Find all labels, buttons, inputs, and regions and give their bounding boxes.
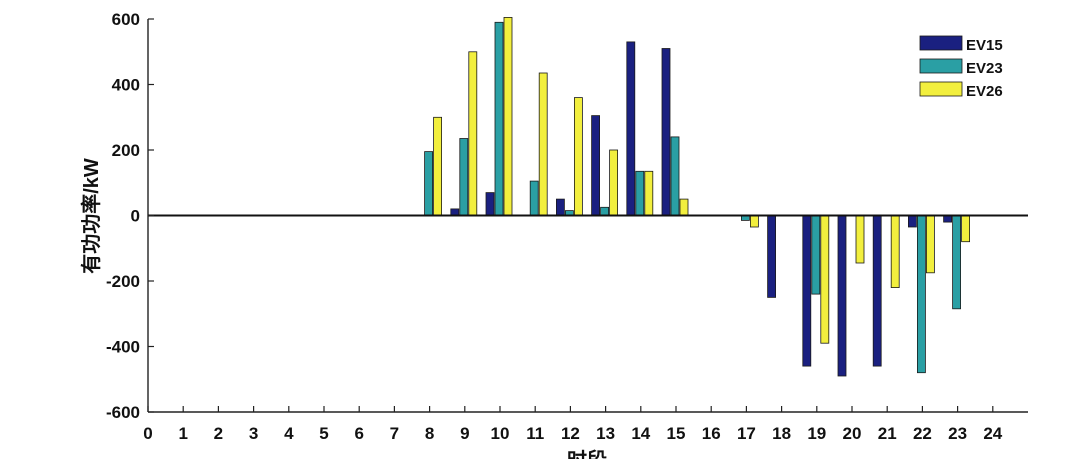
- legend-label-ev15: EV15: [966, 37, 1003, 54]
- bar-ev26-15: [679, 198, 689, 216]
- bar-ev23-14: [635, 170, 645, 216]
- bar-ev23-19: [811, 215, 821, 295]
- x-tick-label: 21: [878, 424, 897, 443]
- bar-ev23-9: [459, 138, 469, 216]
- y-tick-label: 400: [112, 76, 140, 95]
- x-tick-label: 22: [913, 424, 932, 443]
- bar-ev23-10: [494, 21, 504, 216]
- bar-ev15-18: [767, 215, 776, 298]
- y-tick-label: -400: [106, 338, 140, 357]
- legend-swatch-ev15: [919, 35, 963, 51]
- x-tick-label: 15: [667, 424, 686, 443]
- bar-ev26-11: [538, 72, 548, 216]
- x-tick-label: 2: [214, 424, 223, 443]
- bar-ev15-12: [556, 198, 565, 216]
- legend: EV15 EV23 EV26: [919, 35, 1003, 100]
- bar-ev26-20: [855, 215, 865, 264]
- x-tick-label: 5: [319, 424, 328, 443]
- bar-ev15-22: [908, 215, 917, 228]
- bar-ev15-15: [661, 48, 671, 216]
- x-tick-label: 6: [354, 424, 363, 443]
- bar-ev15-21: [872, 215, 882, 367]
- x-tick-label: 13: [596, 424, 615, 443]
- bar-ev26-9: [468, 51, 478, 217]
- bars-layer: [424, 16, 970, 377]
- legend-label-ev26: EV26: [966, 83, 1003, 100]
- y-tick-label: 0: [131, 207, 140, 226]
- legend-swatch-ev26: [919, 81, 963, 97]
- bar-ev23-15: [670, 136, 680, 216]
- bar-ev26-10: [503, 16, 513, 216]
- bar-ev23-22: [917, 215, 926, 374]
- x-tick-label: 1: [178, 424, 187, 443]
- bar-ev23-13: [600, 206, 609, 216]
- y-axis-title: 有功功率/kW: [79, 158, 103, 274]
- x-tick-label: 23: [948, 424, 967, 443]
- bar-ev15-10: [485, 192, 495, 216]
- y-tick-label: -200: [106, 272, 140, 291]
- x-axis-title: 时段: [567, 448, 607, 459]
- bar-ev26-23: [961, 215, 970, 243]
- bar-ev23-11: [529, 180, 539, 216]
- x-tick-label: 7: [390, 424, 399, 443]
- legend-label-ev23: EV23: [966, 60, 1003, 77]
- y-tick-label: 600: [112, 10, 140, 29]
- bar-ev23-8: [424, 151, 434, 216]
- x-tick-label: 20: [843, 424, 862, 443]
- x-tick-label: 11: [526, 424, 544, 443]
- bar-ev26-21: [890, 215, 900, 288]
- bar-ev15-13: [591, 115, 600, 216]
- x-tick-label: 9: [460, 424, 469, 443]
- bar-ev15-14: [626, 41, 636, 216]
- x-tick-label: 8: [425, 424, 434, 443]
- bar-ev26-17: [750, 215, 759, 228]
- x-tick-label: 17: [737, 424, 756, 443]
- bar-ev23-23: [952, 215, 961, 310]
- bar-ev26-19: [820, 215, 830, 344]
- x-tick-label: 18: [772, 424, 791, 443]
- bar-ev15-20: [837, 215, 847, 377]
- x-tick-label: 19: [807, 424, 826, 443]
- axes-layer: [147, 18, 1028, 413]
- bar-ev26-22: [926, 215, 935, 274]
- x-tick-label: 14: [631, 424, 650, 443]
- bar-ev26-13: [609, 149, 618, 216]
- x-tick-label: 10: [491, 424, 510, 443]
- x-tick-label: 16: [702, 424, 721, 443]
- x-tick-label: 24: [983, 424, 1002, 443]
- bar-ev26-8: [433, 116, 443, 217]
- legend-swatch-ev23: [919, 58, 963, 74]
- x-tick-label: 0: [143, 424, 152, 443]
- bar-ev26-12: [574, 97, 583, 216]
- y-tick-label: -600: [106, 403, 140, 422]
- bar-ev26-14: [644, 170, 654, 216]
- y-tick-label: 200: [112, 141, 140, 160]
- x-tick-label: 3: [249, 424, 258, 443]
- bar-ev15-19: [802, 215, 812, 367]
- x-tick-label: 4: [284, 424, 294, 443]
- x-tick-label: 12: [561, 424, 580, 443]
